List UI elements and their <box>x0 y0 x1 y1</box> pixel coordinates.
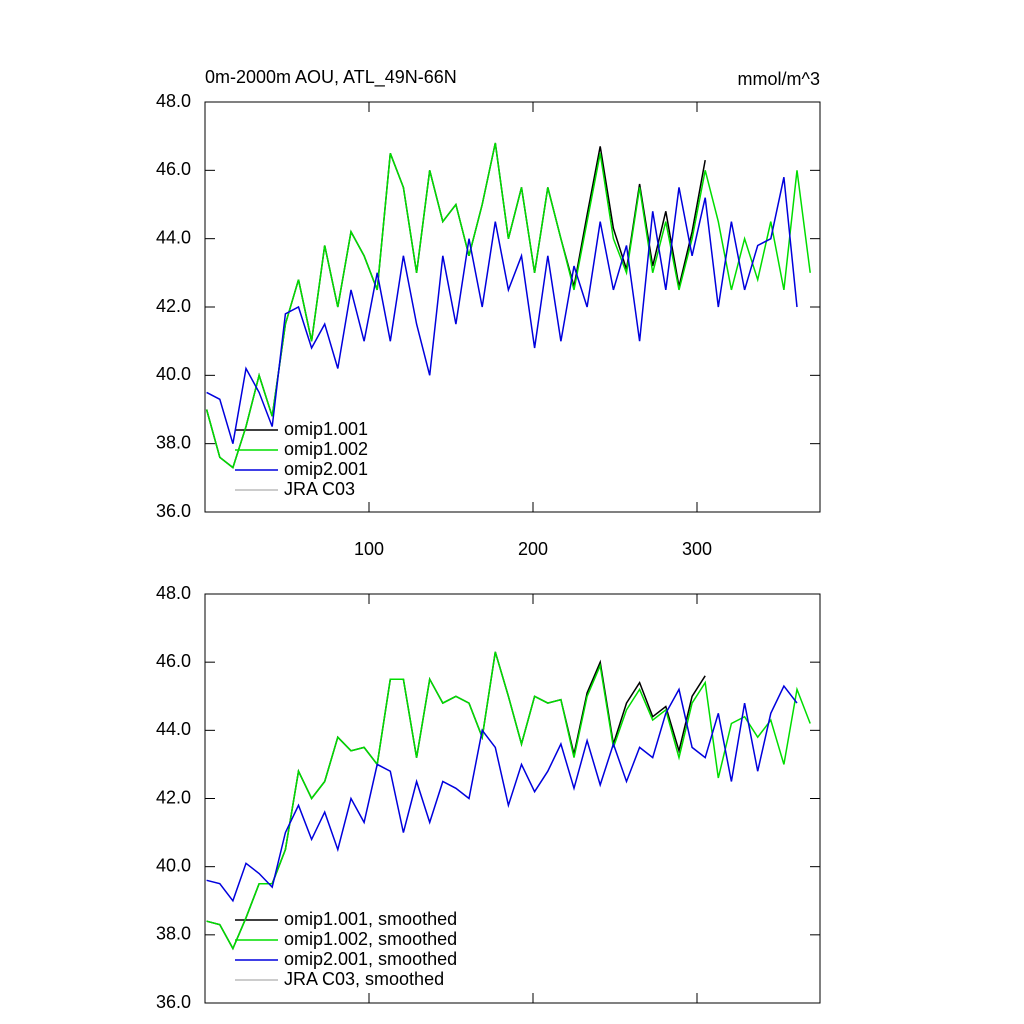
y-tick-label: 42.0 <box>156 296 191 316</box>
y-tick-label: 40.0 <box>156 364 191 384</box>
series-line <box>206 651 811 951</box>
x-tick-label: 100 <box>354 539 384 559</box>
legend-label: omip2.001, smoothed <box>284 949 457 969</box>
y-tick-label: 36.0 <box>156 501 191 521</box>
x-tick-label: 300 <box>682 539 712 559</box>
series-line <box>205 142 811 469</box>
legend-label: omip2.001 <box>284 459 368 479</box>
legend-label: JRA C03 <box>284 479 355 499</box>
y-tick-label: 40.0 <box>156 855 191 875</box>
series-line <box>206 177 798 444</box>
units-label: mmol/m^3 <box>738 69 820 89</box>
y-tick-label: 46.0 <box>156 651 191 671</box>
x-tick-label: 200 <box>518 539 548 559</box>
legend-label: omip1.002 <box>284 439 368 459</box>
chart-title: 0m-2000m AOU, ATL_49N-66N <box>205 67 457 88</box>
y-tick-label: 44.0 <box>156 227 191 247</box>
series-line <box>206 684 798 903</box>
y-tick-label: 44.0 <box>156 719 191 739</box>
y-tick-label: 46.0 <box>156 159 191 179</box>
y-tick-label: 48.0 <box>156 91 191 111</box>
legend-label: omip1.001, smoothed <box>284 909 457 929</box>
y-tick-label: 42.0 <box>156 787 191 807</box>
legend-label: JRA C03, smoothed <box>284 969 444 989</box>
y-tick-label: 48.0 <box>156 583 191 603</box>
legend-label: omip1.001 <box>284 419 368 439</box>
y-tick-label: 38.0 <box>156 924 191 944</box>
legend-label: omip1.002, smoothed <box>284 929 457 949</box>
y-tick-label: 36.0 <box>156 992 191 1012</box>
y-tick-label: 38.0 <box>156 432 191 452</box>
